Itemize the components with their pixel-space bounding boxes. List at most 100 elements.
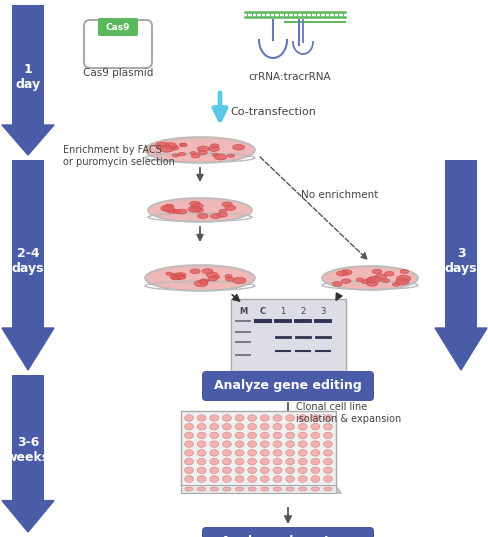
Ellipse shape xyxy=(225,277,234,281)
Ellipse shape xyxy=(260,441,269,447)
Ellipse shape xyxy=(145,265,254,291)
Ellipse shape xyxy=(206,272,218,278)
Ellipse shape xyxy=(298,432,306,439)
Ellipse shape xyxy=(163,143,176,149)
Text: 2: 2 xyxy=(300,307,305,316)
Ellipse shape xyxy=(145,137,254,163)
Ellipse shape xyxy=(391,282,399,286)
Ellipse shape xyxy=(396,275,410,282)
Ellipse shape xyxy=(235,415,244,421)
Ellipse shape xyxy=(341,279,350,284)
Text: 1: 1 xyxy=(280,307,285,316)
Ellipse shape xyxy=(366,278,376,282)
Ellipse shape xyxy=(235,432,244,439)
Ellipse shape xyxy=(235,449,244,456)
Ellipse shape xyxy=(222,202,232,207)
Ellipse shape xyxy=(209,467,218,474)
Ellipse shape xyxy=(247,415,256,421)
Ellipse shape xyxy=(167,208,175,212)
Ellipse shape xyxy=(184,467,193,474)
Ellipse shape xyxy=(285,467,294,474)
Ellipse shape xyxy=(310,476,319,482)
FancyBboxPatch shape xyxy=(444,160,476,328)
Polygon shape xyxy=(2,500,54,532)
Ellipse shape xyxy=(323,424,332,430)
Ellipse shape xyxy=(209,476,218,482)
Ellipse shape xyxy=(184,441,193,447)
Polygon shape xyxy=(2,328,54,370)
Polygon shape xyxy=(434,328,486,370)
Ellipse shape xyxy=(235,467,244,474)
Ellipse shape xyxy=(272,458,281,465)
Ellipse shape xyxy=(210,144,219,148)
Ellipse shape xyxy=(222,476,231,482)
Ellipse shape xyxy=(164,204,174,208)
Ellipse shape xyxy=(235,458,244,465)
Text: Co-transfection: Co-transfection xyxy=(229,107,315,117)
Ellipse shape xyxy=(323,476,332,482)
Ellipse shape xyxy=(331,282,342,286)
Ellipse shape xyxy=(365,279,374,282)
Text: Cas9: Cas9 xyxy=(105,23,130,32)
Ellipse shape xyxy=(285,424,294,430)
FancyBboxPatch shape xyxy=(12,5,44,125)
Ellipse shape xyxy=(232,144,244,150)
Ellipse shape xyxy=(197,441,205,447)
Ellipse shape xyxy=(285,441,294,447)
Ellipse shape xyxy=(235,476,244,482)
Ellipse shape xyxy=(340,270,351,275)
Ellipse shape xyxy=(184,432,193,439)
Ellipse shape xyxy=(200,279,208,283)
Ellipse shape xyxy=(310,432,319,439)
Ellipse shape xyxy=(184,476,193,482)
Ellipse shape xyxy=(260,467,269,474)
Text: 3
days: 3 days xyxy=(444,247,476,275)
FancyBboxPatch shape xyxy=(12,160,44,328)
Ellipse shape xyxy=(210,214,221,219)
Ellipse shape xyxy=(197,146,209,151)
Text: Enrichment by FACS
or puromycin selection: Enrichment by FACS or puromycin selectio… xyxy=(63,145,175,167)
Ellipse shape xyxy=(323,432,332,439)
Ellipse shape xyxy=(285,415,294,421)
FancyBboxPatch shape xyxy=(202,527,373,537)
Ellipse shape xyxy=(399,270,407,273)
Ellipse shape xyxy=(323,415,332,421)
Ellipse shape xyxy=(323,487,331,491)
Ellipse shape xyxy=(197,449,205,456)
Ellipse shape xyxy=(219,209,226,213)
Ellipse shape xyxy=(272,432,281,439)
Ellipse shape xyxy=(272,424,281,430)
Ellipse shape xyxy=(172,209,181,214)
Ellipse shape xyxy=(310,449,319,456)
Text: C: C xyxy=(260,307,265,316)
Polygon shape xyxy=(181,485,340,493)
Ellipse shape xyxy=(191,154,200,158)
Ellipse shape xyxy=(148,198,251,222)
Ellipse shape xyxy=(176,275,184,279)
Ellipse shape xyxy=(323,441,332,447)
Ellipse shape xyxy=(272,415,281,421)
FancyBboxPatch shape xyxy=(12,375,44,500)
Ellipse shape xyxy=(298,476,306,482)
Ellipse shape xyxy=(178,153,185,156)
Ellipse shape xyxy=(310,415,319,421)
Ellipse shape xyxy=(222,458,231,465)
Ellipse shape xyxy=(260,449,269,456)
Ellipse shape xyxy=(197,214,208,219)
Ellipse shape xyxy=(247,467,256,474)
Ellipse shape xyxy=(214,154,226,160)
Ellipse shape xyxy=(272,449,281,456)
Ellipse shape xyxy=(260,424,269,430)
Ellipse shape xyxy=(202,268,212,274)
Ellipse shape xyxy=(260,415,269,421)
Ellipse shape xyxy=(384,272,393,276)
FancyBboxPatch shape xyxy=(202,371,373,401)
Ellipse shape xyxy=(310,458,319,465)
Text: Clonal cell line
isolation & expansion: Clonal cell line isolation & expansion xyxy=(295,402,401,424)
Text: Analyze phenotype: Analyze phenotype xyxy=(221,535,354,537)
Ellipse shape xyxy=(260,432,269,439)
Ellipse shape xyxy=(194,280,207,287)
Ellipse shape xyxy=(184,449,193,456)
Ellipse shape xyxy=(298,415,306,421)
Ellipse shape xyxy=(209,449,218,456)
